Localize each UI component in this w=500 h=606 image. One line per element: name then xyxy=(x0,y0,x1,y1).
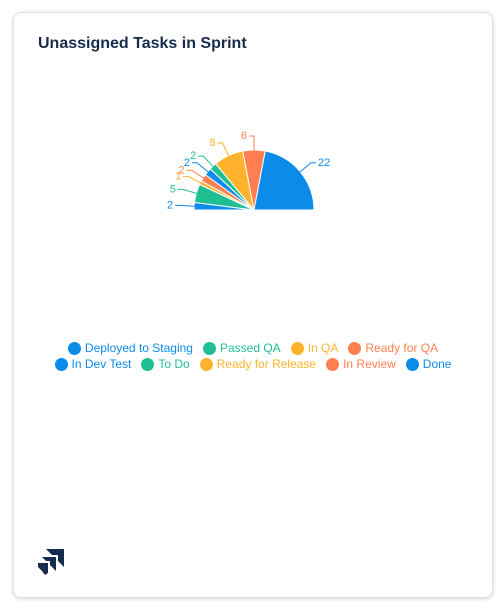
legend-label: In Dev Test xyxy=(71,357,132,371)
pie-value-label: 2 xyxy=(178,164,184,176)
pie-leader-line xyxy=(198,155,217,170)
pie-value-label: 5 xyxy=(170,183,176,195)
pie-value-label: 22 xyxy=(318,157,330,169)
pie-leader-line xyxy=(183,175,205,186)
pie-value-label: 6 xyxy=(241,130,247,142)
legend-swatch xyxy=(290,341,304,355)
legend-swatch xyxy=(54,357,68,371)
pie-leader-line xyxy=(177,188,201,195)
legend-label: Ready for Release xyxy=(216,357,317,371)
legend-item-in-qa[interactable]: In QA xyxy=(290,341,339,355)
legend-swatch xyxy=(405,357,419,371)
legend-swatch xyxy=(326,357,340,371)
pie-value-label: 2 xyxy=(184,157,190,169)
chart-legend: Deployed to Staging Passed QA In QA Ready f… xyxy=(14,340,492,372)
legend-swatch xyxy=(202,341,216,355)
chart-card: Unassigned Tasks in Sprint 2 5 1 2 2 2 8 6 22 De… xyxy=(13,12,493,598)
pie-leader-line xyxy=(296,162,316,175)
pie-leader-line xyxy=(217,142,231,160)
legend-swatch xyxy=(141,357,155,371)
legend-item-to-do[interactable]: To Do xyxy=(141,357,190,371)
legend-label: Ready for QA xyxy=(365,341,439,355)
pie-value-label: 2 xyxy=(167,199,173,211)
pie-slices xyxy=(193,149,315,211)
legend-row: Deployed to Staging Passed QA In QA Ready f… xyxy=(14,340,492,356)
legend-label: In Review xyxy=(343,357,396,371)
pie-value-label: 1 xyxy=(175,170,181,182)
legend-label: Done xyxy=(422,357,452,371)
legend-swatch xyxy=(67,341,81,355)
legend-item-passed-qa[interactable]: Passed QA xyxy=(202,341,281,355)
legend-label: Passed QA xyxy=(219,341,281,355)
jira-logo-icon xyxy=(38,549,64,575)
legend-item-done[interactable]: Done xyxy=(405,357,452,371)
legend-swatch xyxy=(199,357,213,371)
legend-item-ready-for-release[interactable]: Ready for Release xyxy=(199,357,317,371)
pie-leader-line xyxy=(249,135,255,154)
pie-leader-line xyxy=(192,162,212,175)
legend-label: In QA xyxy=(307,341,339,355)
legend-item-in-dev-test[interactable]: In Dev Test xyxy=(54,357,132,371)
legend-label: To Do xyxy=(158,357,190,371)
legend-item-ready-for-qa[interactable]: Ready for QA xyxy=(348,341,438,355)
legend-row: In Dev Test To Do Ready for Release In Revi… xyxy=(14,356,492,372)
pie-leader-line xyxy=(186,169,207,181)
legend-swatch xyxy=(348,341,362,355)
pie-value-label: 8 xyxy=(209,137,215,149)
legend-label: Deployed to Staging xyxy=(84,341,193,355)
pie-leader-line xyxy=(175,204,199,207)
legend-item-in-review[interactable]: In Review xyxy=(326,357,396,371)
chart-title: Unassigned Tasks in Sprint xyxy=(38,35,247,52)
pie-value-label: 2 xyxy=(190,150,196,162)
legend-item-deployed-to-staging[interactable]: Deployed to Staging xyxy=(67,341,193,355)
